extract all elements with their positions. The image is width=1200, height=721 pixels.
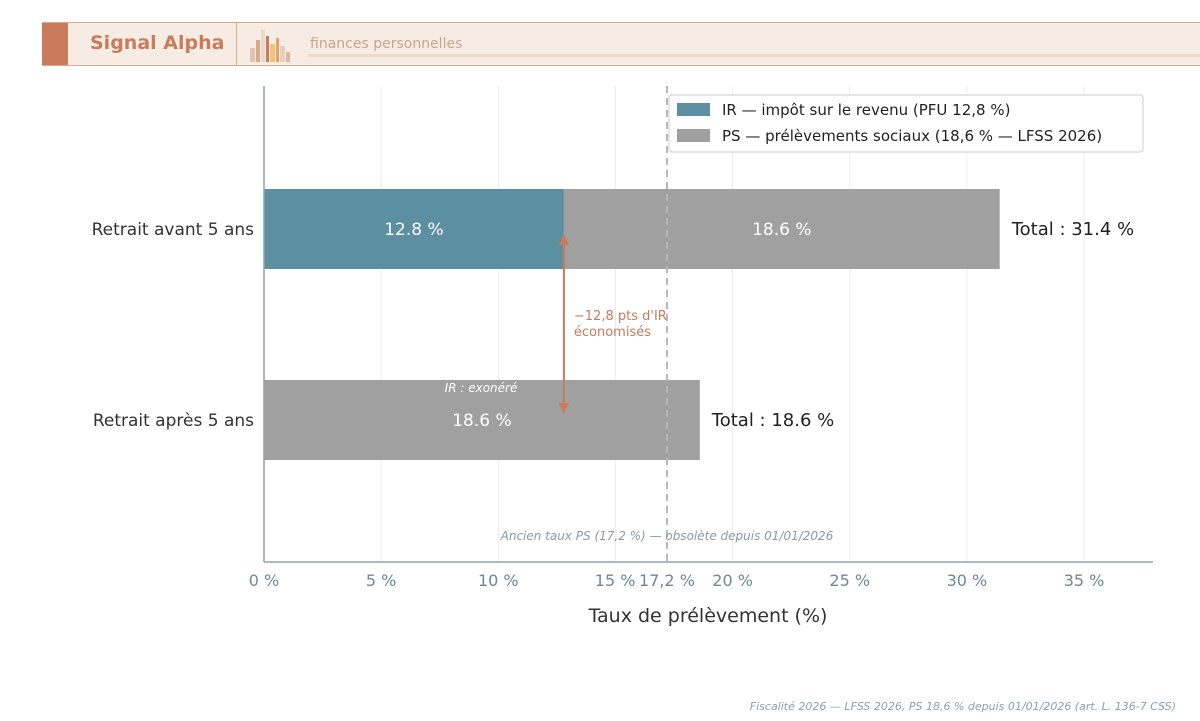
x-tick-label: 5 % <box>366 571 396 590</box>
x-tick-label: 15 % <box>595 571 636 590</box>
x-tick-labels: 0 % 5 % 10 % 15 % 17,2 % 20 % 25 % 30 % 35 % <box>249 571 1105 590</box>
brand-name[interactable]: Signal Alpha <box>90 32 225 54</box>
reference-line-label: Ancien taux PS (17,2 %) — obsolète depui… <box>500 529 834 543</box>
savings-arrow-head-down <box>558 403 569 414</box>
legend-label-1: PS — prélèvements sociaux (18,6 % — LFSS… <box>722 127 1102 145</box>
x-tick-label: 35 % <box>1064 571 1105 590</box>
bar-ir-0 <box>264 189 564 269</box>
x-tick-label: 0 % <box>249 571 279 590</box>
legend: IR — impôt sur le revenu (PFU 12,8 %) PS … <box>668 94 1144 153</box>
x-tick-label: 17,2 % <box>639 571 695 590</box>
header-divider <box>236 23 237 65</box>
category-label: Retrait après 5 ans <box>93 411 254 431</box>
x-tick-label: 20 % <box>712 571 753 590</box>
legend-swatch-1 <box>677 129 710 142</box>
legend-swatch-0 <box>677 103 710 116</box>
bar-ps-1 <box>264 380 700 460</box>
y-category-labels: Retrait avant 5 ans Retrait après 5 ans <box>92 220 255 431</box>
site-header: Signal Alpha finances personnelles <box>42 22 1200 66</box>
header-tagline: finances personnelles <box>310 36 463 52</box>
total-label: Total : 31.4 % <box>1011 219 1134 240</box>
bar-data-label: 12.8 % <box>384 220 443 240</box>
header-rule <box>308 54 1200 57</box>
bar-data-label: 18.6 % <box>752 220 811 240</box>
savings-arrow-label-line1: −12,8 pts d'IR <box>574 309 667 324</box>
x-tick-label: 30 % <box>947 571 988 590</box>
grid-lines <box>380 86 1085 562</box>
category-label: Retrait avant 5 ans <box>92 220 255 240</box>
bar-data-label: 18.6 % <box>452 411 511 431</box>
legend-label-0: IR — impôt sur le revenu (PFU 12,8 %) <box>722 101 1010 119</box>
total-label: Total : 18.6 % <box>711 410 834 431</box>
total-labels: Total : 31.4 % Total : 18.6 % <box>711 219 1134 431</box>
header-accent <box>42 23 68 65</box>
bars <box>264 189 1000 460</box>
x-tick-label: 10 % <box>478 571 519 590</box>
bar-ps-0 <box>563 189 1000 269</box>
exempt-label: IR : exonéré <box>445 381 518 395</box>
savings-arrow-label-line2: économisés <box>574 325 651 340</box>
bar-chart-books-icon <box>250 30 290 62</box>
reference-line-group: Ancien taux PS (17,2 %) — obsolète depui… <box>500 86 834 562</box>
legend-box <box>668 94 1144 153</box>
x-axis-label: Taux de prélèvement (%) <box>588 605 828 627</box>
savings-arrow-head-up <box>558 234 569 245</box>
source-footnote: Fiscalité 2026 — LFSS 2026, PS 18,6 % de… <box>749 700 1176 713</box>
x-tick-label: 25 % <box>829 571 870 590</box>
bar-data-labels: 12.8 % 18.6 % 18.6 % IR : exonéré <box>384 220 811 431</box>
